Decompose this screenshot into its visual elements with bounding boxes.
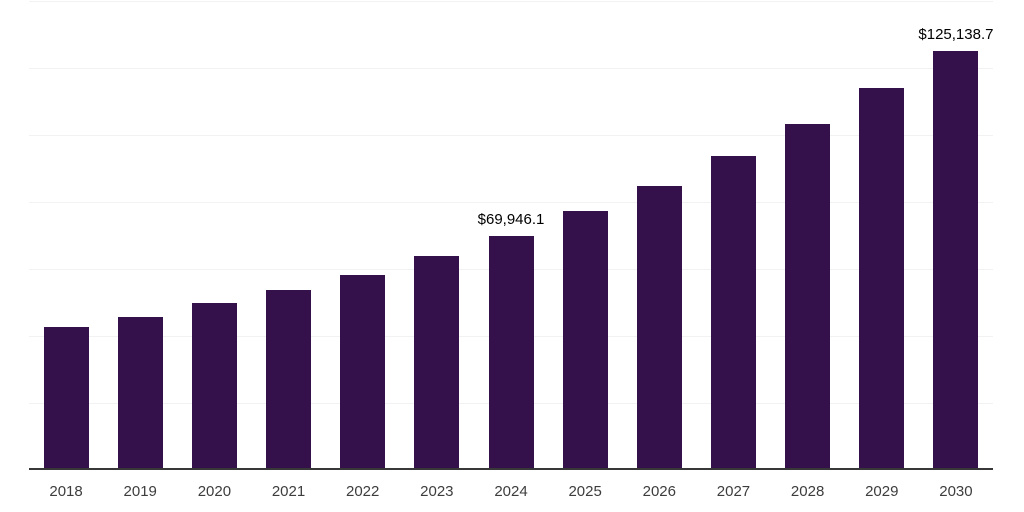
bar-2020 [191,302,237,468]
gridline-140000 [29,1,993,2]
gridline-120000 [29,68,993,69]
data-label-2024: $69,946.1 [477,210,545,228]
x-tick-2024: 2024 [494,483,528,500]
x-tick-2030: 2030 [939,483,973,500]
x-tick-2022: 2022 [346,483,380,500]
bar-2026 [636,185,682,468]
bar-2021 [266,289,312,468]
x-tick-2023: 2023 [420,483,454,500]
gridline-80000 [29,202,993,203]
bar-2018 [43,327,89,468]
x-tick-2028: 2028 [790,483,825,500]
x-axis-line [29,468,993,470]
x-tick-2026: 2026 [642,483,676,500]
plot-area: $69,946.1 $125,138.7 [29,1,993,470]
bar-2030 [933,50,979,468]
x-tick-2018: 2018 [49,483,83,500]
bar-2027 [710,155,756,468]
bar-2023 [414,255,460,468]
data-label-2030: $125,138.7 [918,25,994,43]
bar-2028 [785,124,831,468]
x-tick-2021: 2021 [271,483,306,500]
x-axis-labels: 2018 2019 2020 2021 2022 2023 2024 2025 2026 2027… [29,471,993,512]
x-tick-2027: 2027 [716,483,751,500]
gridline-100000 [29,135,993,136]
bar-2022 [340,274,386,468]
x-tick-2025: 2025 [568,483,602,500]
bar-2025 [562,211,608,468]
x-tick-2020: 2020 [197,483,232,500]
x-tick-2019: 2019 [123,483,157,500]
bar-2029 [859,88,905,468]
x-tick-2029: 2029 [865,483,899,500]
bar-2019 [117,316,163,468]
bar-2024 [488,235,534,468]
